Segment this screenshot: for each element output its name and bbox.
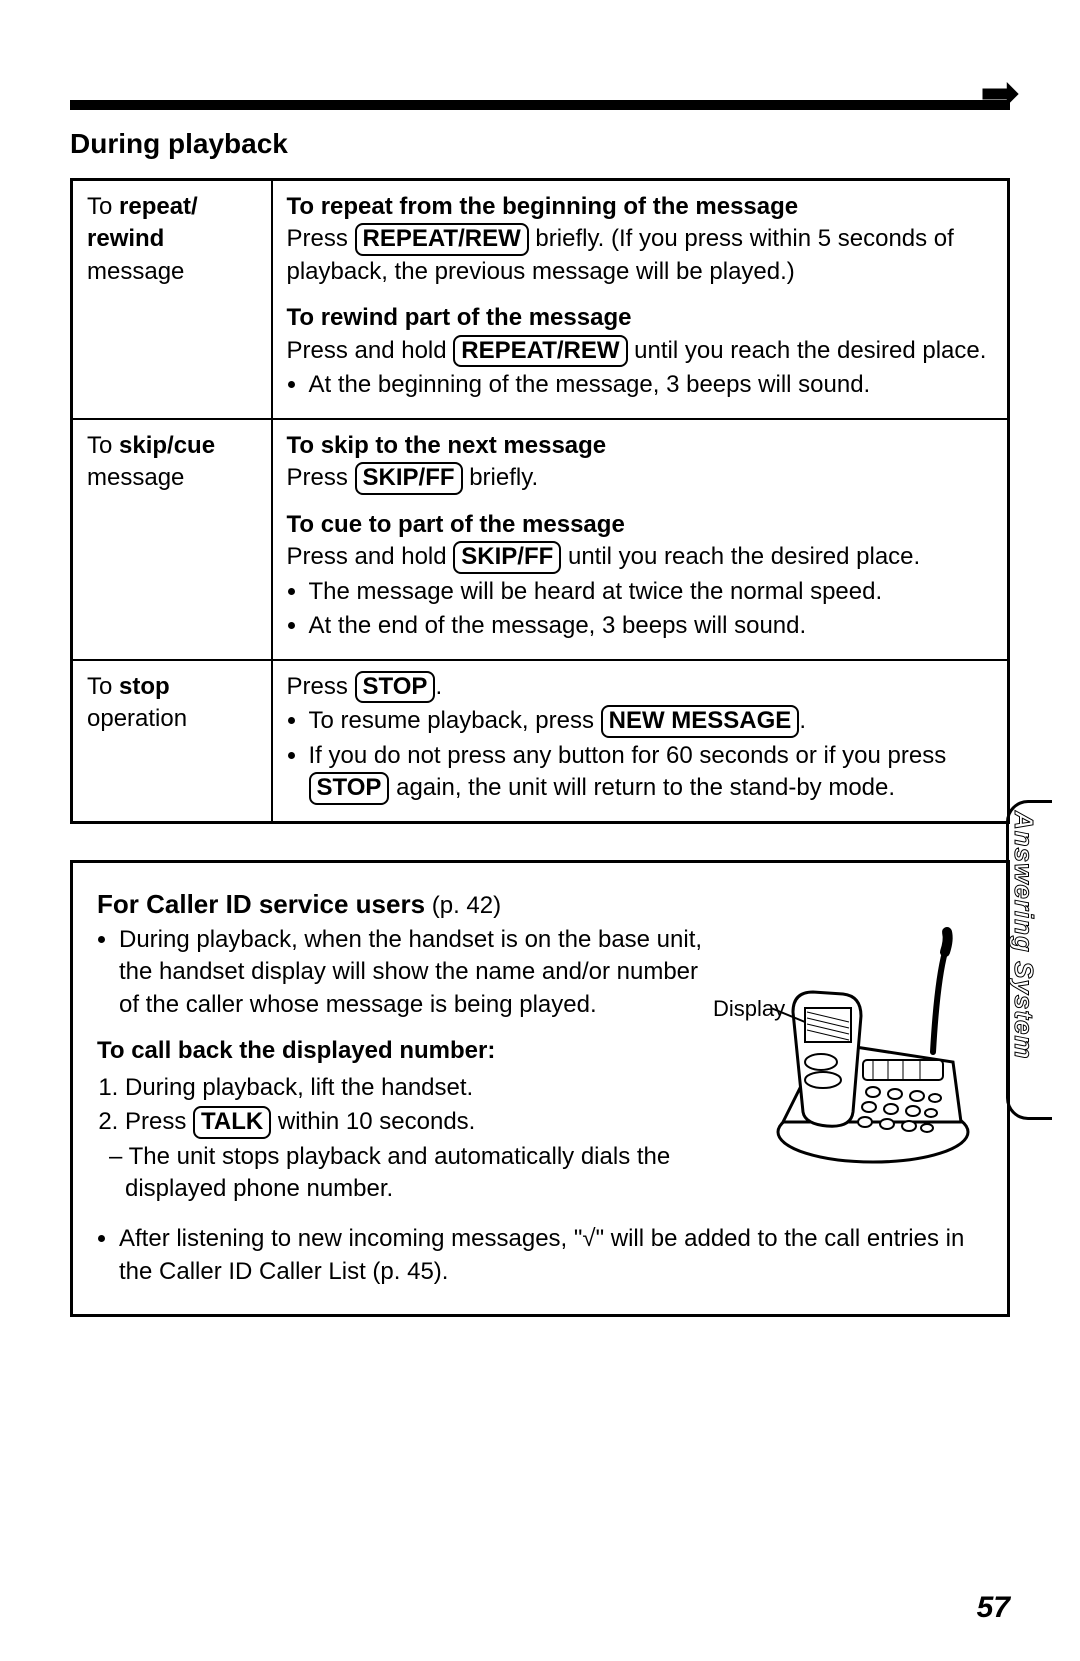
playback-table-body: To repeat/rewindmessage To repeat from th… [72, 180, 1009, 823]
instruction-body: Press and hold SKIP/FF until you reach t… [287, 541, 994, 574]
callback-step: During playback, lift the handset. [125, 1072, 711, 1104]
callback-heading: To call back the displayed number: [97, 1035, 711, 1067]
bullet-item: At the end of the message, 3 beeps will … [309, 610, 994, 642]
instruction-body: Press and hold REPEAT/REW until you reac… [287, 335, 994, 368]
callback-steps: During playback, lift the handset.Press … [97, 1072, 711, 1139]
side-tab-label: Answering System [1008, 811, 1039, 1060]
heading-rule [70, 100, 1010, 110]
instruction-bullets: To resume playback, press NEW MESSAGE.If… [287, 705, 994, 805]
bullet-item: If you do not press any button for 60 se… [309, 740, 994, 805]
instruction-body: Press STOP. [287, 671, 994, 704]
caller-text-column: During playback, when the handset is on … [97, 922, 711, 1205]
section-title: During playback [70, 128, 1010, 160]
table-row: To skip/cuemessageTo skip to the next me… [72, 419, 1009, 660]
display-label: Display [713, 994, 785, 1024]
instruction-body: Press SKIP/FF briefly. [287, 462, 994, 495]
bullet-item: At the beginning of the message, 3 beeps… [309, 369, 994, 401]
caller-id-page-ref: (p. 42) [432, 892, 501, 919]
row-label: To skip/cuemessage [72, 419, 272, 660]
instruction-heading: To cue to part of the message [287, 509, 994, 541]
playback-table: To repeat/rewindmessage To repeat from th… [70, 178, 1010, 824]
callback-step: Press TALK within 10 seconds. [125, 1106, 711, 1139]
table-row: To repeat/rewindmessage To repeat from th… [72, 180, 1009, 419]
section-side-tab: Answering System [1006, 800, 1052, 1120]
instruction-heading: To skip to the next message [287, 430, 994, 462]
phone-illustration: Display [723, 922, 983, 1205]
manual-page: ➡ During playback To repeat/rewindmessag… [0, 0, 1080, 1661]
row-content: Press STOP.To resume playback, press NEW… [272, 660, 1009, 823]
row-content: To skip to the next messagePress SKIP/FF… [272, 419, 1009, 660]
instruction-heading: To repeat from the beginning of the mess… [287, 191, 994, 223]
bullet-item: To resume playback, press NEW MESSAGE. [309, 705, 994, 738]
callback-step2-sub: – The unit stops playback and automatica… [97, 1141, 711, 1206]
instruction-body: Press REPEAT/REW briefly. (If you press … [287, 223, 994, 288]
table-row: To stopoperationPress STOP.To resume pla… [72, 660, 1009, 823]
instruction-bullets: At the beginning of the message, 3 beeps… [287, 369, 994, 401]
row-label: To repeat/rewindmessage [72, 180, 272, 419]
instruction-heading: To rewind part of the message [287, 302, 994, 334]
phone-icon [723, 922, 983, 1182]
caller-id-box: For Caller ID service users (p. 42) Duri… [70, 860, 1010, 1318]
continue-arrow-icon: ➡ [980, 70, 1020, 118]
page-number: 57 [977, 1591, 1010, 1625]
caller-id-title: For Caller ID service users [97, 889, 425, 919]
row-content: To repeat from the beginning of the mess… [272, 180, 1009, 419]
bullet-item: The message will be heard at twice the n… [309, 576, 994, 608]
instruction-bullets: The message will be heard at twice the n… [287, 576, 994, 643]
caller-footer-bullet: After listening to new incoming messages… [119, 1223, 983, 1288]
row-label: To stopoperation [72, 660, 272, 823]
caller-intro-bullet: During playback, when the handset is on … [119, 924, 711, 1021]
